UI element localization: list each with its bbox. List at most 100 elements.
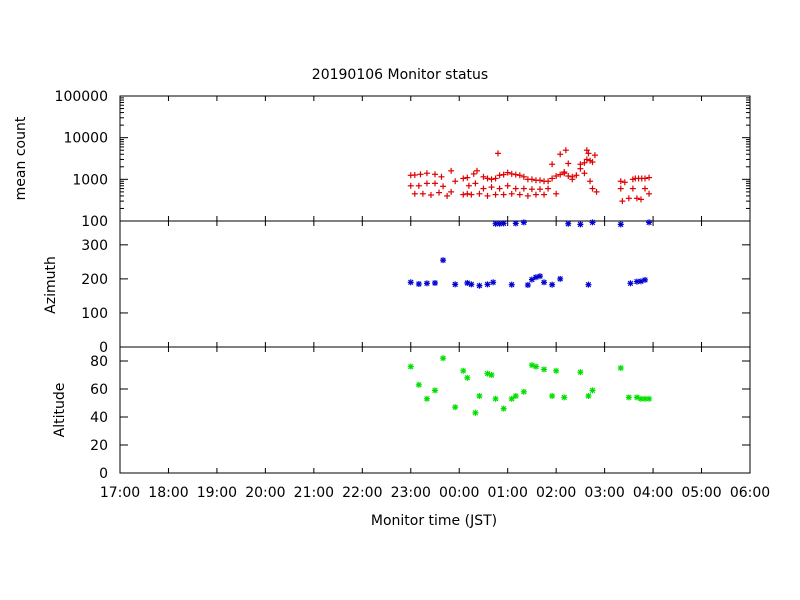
data-point xyxy=(440,257,447,264)
data-point xyxy=(557,171,564,178)
data-point xyxy=(617,178,624,185)
data-point xyxy=(423,180,430,187)
data-point xyxy=(432,279,438,286)
data-point xyxy=(504,169,511,176)
data-point xyxy=(562,147,569,154)
data-point xyxy=(585,281,592,288)
x-tick-label: 06:00 xyxy=(730,485,770,501)
data-point xyxy=(565,173,572,180)
data-point xyxy=(627,280,634,287)
data-point xyxy=(589,185,596,192)
y-tick-label: 0 xyxy=(99,466,108,482)
data-point xyxy=(436,189,443,196)
data-point xyxy=(642,175,648,182)
data-point xyxy=(484,175,491,182)
data-point xyxy=(496,185,503,192)
data-point xyxy=(642,185,648,192)
data-point xyxy=(583,147,590,154)
data-point xyxy=(468,191,475,198)
data-point xyxy=(549,161,556,168)
data-point xyxy=(520,185,527,192)
data-point xyxy=(508,190,515,197)
data-point xyxy=(545,178,552,185)
data-point xyxy=(465,182,472,189)
data-point xyxy=(646,219,653,226)
data-point xyxy=(504,182,511,189)
data-point xyxy=(646,190,653,197)
data-point xyxy=(587,178,594,185)
data-point xyxy=(464,190,471,197)
marks-mean-count xyxy=(407,147,653,205)
panel-mean-count: mean count 100 1000 10000 100000 xyxy=(13,89,751,230)
y-tick-label: 10000 xyxy=(63,131,108,147)
data-point xyxy=(532,274,539,281)
data-point xyxy=(553,173,560,180)
data-point xyxy=(646,174,653,181)
y-axis-label-altitude: Altitude xyxy=(52,383,68,438)
data-point xyxy=(407,279,414,286)
data-point xyxy=(444,192,451,199)
data-point xyxy=(448,188,455,195)
x-tick-label: 17:00 xyxy=(100,485,140,501)
data-point xyxy=(500,405,507,412)
data-point xyxy=(492,191,499,198)
marks-altitude xyxy=(407,355,653,416)
data-point xyxy=(633,195,640,202)
data-point xyxy=(488,372,495,378)
y-axis-label-mean-count: mean count xyxy=(13,116,29,200)
data-point xyxy=(484,281,491,288)
x-tick-label: 00:00 xyxy=(439,485,479,501)
x-tick-label: 23:00 xyxy=(391,485,431,501)
data-point xyxy=(520,219,527,226)
data-point xyxy=(512,220,519,227)
data-point xyxy=(476,282,483,289)
data-point xyxy=(490,279,497,286)
data-point xyxy=(589,219,596,226)
data-point xyxy=(577,165,584,172)
data-point xyxy=(520,388,527,395)
data-point xyxy=(617,185,624,192)
data-point xyxy=(561,394,568,401)
data-point xyxy=(617,221,624,228)
x-tick-label: 21:00 xyxy=(294,485,334,501)
y-tick-label: 100 xyxy=(81,306,108,322)
data-point xyxy=(577,369,584,376)
data-point xyxy=(411,172,418,179)
data-point xyxy=(464,374,471,381)
data-point xyxy=(452,404,459,411)
y-tick-label: 300 xyxy=(81,238,108,254)
data-point xyxy=(452,281,459,288)
y-tick-label: 100000 xyxy=(55,89,108,105)
y-tick-label: 40 xyxy=(90,410,108,426)
data-point xyxy=(541,279,548,286)
marks-azimuth xyxy=(407,219,653,289)
data-point xyxy=(460,191,467,198)
data-point xyxy=(423,395,430,402)
data-point xyxy=(484,192,491,199)
data-point xyxy=(415,182,422,189)
data-point xyxy=(561,168,568,175)
data-point xyxy=(480,173,487,180)
x-tick-label: 02:00 xyxy=(536,485,576,501)
data-point xyxy=(637,196,644,203)
data-point xyxy=(423,170,430,177)
data-point xyxy=(524,282,531,289)
data-point xyxy=(512,185,519,192)
data-point xyxy=(541,191,548,198)
data-point xyxy=(512,393,519,399)
data-point xyxy=(528,176,535,183)
data-point xyxy=(500,191,507,198)
data-point xyxy=(516,191,523,198)
data-point xyxy=(549,393,556,399)
y-tick-label: 80 xyxy=(90,354,108,370)
y-ticks-altitude: 0 20 40 60 80 xyxy=(90,354,750,482)
data-point xyxy=(532,363,539,370)
data-point xyxy=(474,167,480,174)
data-point xyxy=(432,171,438,178)
data-point xyxy=(581,170,588,177)
data-point xyxy=(417,171,424,178)
data-point xyxy=(468,281,475,288)
panel-altitude: Altitude 0 20 40 60 80 xyxy=(52,346,751,482)
data-point xyxy=(480,185,487,192)
